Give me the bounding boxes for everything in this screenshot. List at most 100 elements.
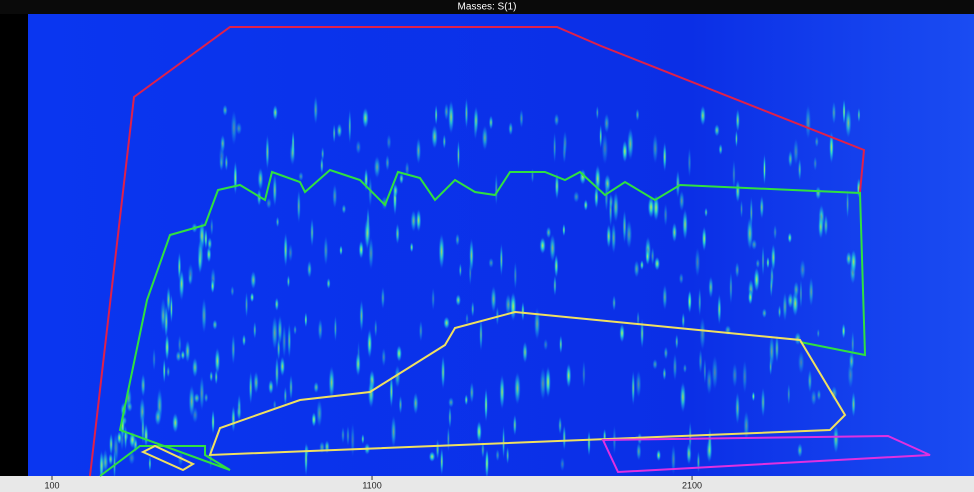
spot [531,168,534,184]
spot [735,391,740,426]
spot [188,384,195,418]
spot [671,444,676,476]
spot [108,453,113,466]
spot [440,447,444,476]
spot [729,270,733,305]
spot [170,293,173,324]
spot [250,292,254,303]
spot [410,242,414,253]
spot [381,347,386,367]
spot [799,278,802,310]
spot [117,431,122,445]
spot [634,260,640,279]
spot [656,449,661,461]
spot [640,318,644,350]
spot [566,363,572,389]
spot [769,333,775,369]
spot [333,123,336,143]
spot [124,424,127,451]
spot [553,274,556,296]
spot [732,362,738,389]
spot [444,102,449,120]
spot [141,413,145,446]
spot [307,260,312,279]
spot [355,351,361,377]
spot [469,237,474,273]
spot [448,405,451,429]
spot [613,191,619,224]
spot [682,208,688,241]
spot [793,137,799,166]
spot [469,381,474,404]
spot [510,291,517,322]
spot [752,391,755,402]
spot [596,105,599,120]
spot [368,379,375,409]
spot [798,350,805,375]
x-tick-label: 1100 [362,480,381,490]
spot [829,130,834,165]
spot [782,291,787,322]
spot [204,392,208,403]
spot [211,278,215,293]
spot [797,443,803,459]
spot [342,204,347,214]
spot [845,107,852,139]
spot [697,450,700,473]
spot [163,358,166,384]
spot [718,143,722,155]
spot [619,323,625,343]
spot [559,335,562,355]
spot [431,124,438,150]
spot [334,315,337,343]
spot [502,424,505,460]
spot [651,246,655,265]
spot [748,290,753,306]
spot [672,222,678,243]
spot [673,352,678,381]
spot [770,274,773,298]
spot [714,124,720,137]
spot [832,100,837,125]
spot [436,438,440,460]
spot [316,399,322,428]
spot [539,237,546,255]
spot [419,320,423,342]
spot [514,260,518,290]
spot [756,258,761,268]
spot [166,366,170,378]
spot [214,369,218,385]
spot [735,129,738,148]
spot [605,183,609,213]
spot [154,408,161,426]
spot [787,292,793,309]
spot [636,369,642,398]
spot [253,321,256,340]
spot [435,104,438,126]
spot [815,186,821,200]
spot [679,190,685,212]
spot [253,371,259,395]
spot [346,425,350,447]
spot [298,171,303,181]
spot [584,199,588,211]
spot [817,328,820,338]
spot [762,308,767,319]
spot [236,406,242,420]
spot [736,108,740,133]
spot [787,383,790,406]
spot [743,410,749,441]
spot [361,434,364,445]
spot [381,286,385,310]
spot [773,224,777,241]
spot [287,322,291,360]
spot [485,448,489,480]
spot [395,223,399,245]
spot [245,291,248,319]
spot [272,173,277,208]
spot [231,405,235,434]
spot [622,209,626,245]
spot [293,325,297,336]
spot [545,365,551,398]
spot [209,370,213,382]
